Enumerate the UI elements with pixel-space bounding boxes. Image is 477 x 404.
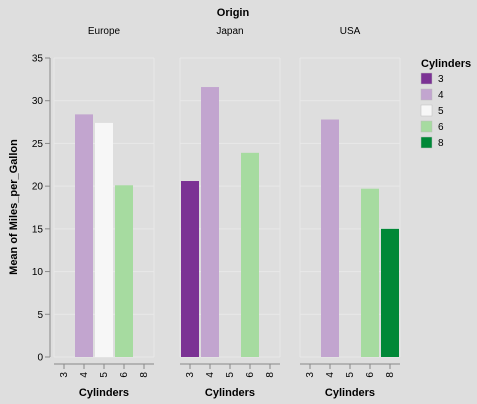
legend-label: 5 [438, 106, 444, 117]
bar-europe-cyl-4 [75, 114, 93, 357]
x-axis-title: Cylinders [79, 387, 129, 399]
x-tick-label: 4 [205, 372, 216, 378]
legend-swatch [420, 120, 433, 133]
y-tick-label: 10 [32, 267, 44, 278]
x-axis-title: Cylinders [325, 387, 375, 399]
bar-japan-cyl-3 [181, 181, 199, 357]
legend-swatch [420, 104, 433, 117]
bar-usa-cyl-8 [381, 228, 399, 357]
y-tick-label: 25 [32, 139, 44, 150]
x-tick-label: 6 [365, 372, 376, 378]
facet-panel-usa: USA 3 4 5 6 8 Cylinders [299, 26, 401, 399]
legend-swatch [420, 72, 433, 85]
y-tick-label: 15 [32, 224, 44, 235]
x-tick-label: 8 [139, 372, 150, 378]
x-tick-label: 8 [385, 372, 396, 378]
x-tick-label: 4 [79, 372, 90, 378]
legend-label: 8 [438, 138, 444, 149]
x-tick-label: 3 [305, 372, 316, 378]
legend-label: 6 [438, 122, 444, 133]
x-tick-label: 3 [185, 372, 196, 378]
bar-usa-cyl-6 [361, 188, 379, 357]
bar-usa-cyl-4 [321, 119, 339, 357]
facet-panel-japan: Japan 3 4 5 6 8 Cylinders [179, 26, 281, 399]
x-tick-label: 5 [225, 372, 236, 378]
x-tick-label: 3 [59, 372, 70, 378]
facet-header: Japan [216, 26, 243, 37]
facet-header: USA [340, 26, 361, 37]
x-axis-title: Cylinders [205, 387, 255, 399]
y-tick-label: 5 [37, 310, 43, 321]
facet-panel-europe: Europe 3 4 5 6 8 Cylinders [53, 26, 155, 399]
y-axis-title: Mean of Miles_per_Gallon [8, 139, 20, 275]
legend-label: 3 [438, 74, 444, 85]
legend-title: Cylinders [421, 58, 471, 70]
x-tick-label: 5 [99, 372, 110, 378]
y-tick-label: 35 [32, 54, 44, 65]
facet-header: Europe [88, 26, 121, 37]
y-tick-label: 0 [37, 353, 43, 364]
legend-swatch [420, 88, 433, 101]
y-tick-label: 30 [32, 96, 44, 107]
legend: Cylinders 3 4 5 6 8 [420, 58, 471, 149]
bar-europe-cyl-5 [95, 122, 113, 357]
legend-swatch [420, 136, 433, 149]
legend-label: 4 [438, 90, 444, 101]
y-axis: 0 5 10 15 20 25 30 35 [32, 54, 51, 364]
x-tick-label: 8 [265, 372, 276, 378]
chart-title: Origin [217, 7, 250, 19]
x-tick-label: 6 [119, 372, 130, 378]
x-tick-label: 4 [325, 372, 336, 378]
x-tick-label: 6 [245, 372, 256, 378]
y-tick-label: 20 [32, 182, 44, 193]
bar-europe-cyl-6 [115, 185, 133, 357]
x-tick-label: 5 [345, 372, 356, 378]
bar-japan-cyl-4 [201, 87, 219, 357]
bar-japan-cyl-6 [241, 152, 259, 357]
